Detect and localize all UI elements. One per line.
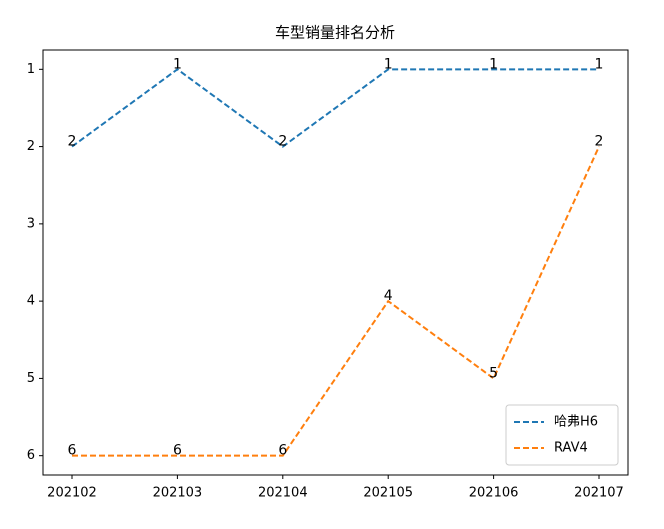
data-label: 2 xyxy=(595,134,604,150)
y-tick-label: 5 xyxy=(27,371,35,386)
data-label: 6 xyxy=(68,443,77,459)
data-label: 1 xyxy=(173,56,182,72)
data-label: 1 xyxy=(489,56,498,72)
data-label: 1 xyxy=(384,56,393,72)
x-tick-label: 202103 xyxy=(153,486,203,501)
data-label: 4 xyxy=(384,288,393,304)
series-line xyxy=(72,146,600,457)
y-tick-label: 2 xyxy=(27,139,35,154)
data-label: 5 xyxy=(489,365,498,381)
y-tick-label: 4 xyxy=(27,294,35,309)
x-tick-label: 202107 xyxy=(574,486,624,501)
y-tick-label: 3 xyxy=(27,216,35,231)
y-tick-label: 6 xyxy=(27,448,35,463)
legend-box xyxy=(505,404,619,466)
x-tick-label: 202104 xyxy=(258,486,308,501)
legend-label: 哈弗H6 xyxy=(554,415,598,430)
data-label: 6 xyxy=(173,443,182,459)
legend-label: RAV4 xyxy=(554,441,588,456)
x-tick-label: 202105 xyxy=(363,486,413,501)
x-tick-label: 202102 xyxy=(47,486,97,501)
data-label: 6 xyxy=(278,443,287,459)
series-line xyxy=(71,68,599,148)
plot-frame xyxy=(42,49,629,476)
y-tick-label: 1 xyxy=(27,62,35,77)
chart-title: 车型销量排名分析 xyxy=(275,24,395,42)
data-label: 2 xyxy=(278,134,287,150)
data-label: 2 xyxy=(68,134,77,150)
data-label: 1 xyxy=(595,56,604,72)
x-tick-label: 202106 xyxy=(469,486,519,501)
